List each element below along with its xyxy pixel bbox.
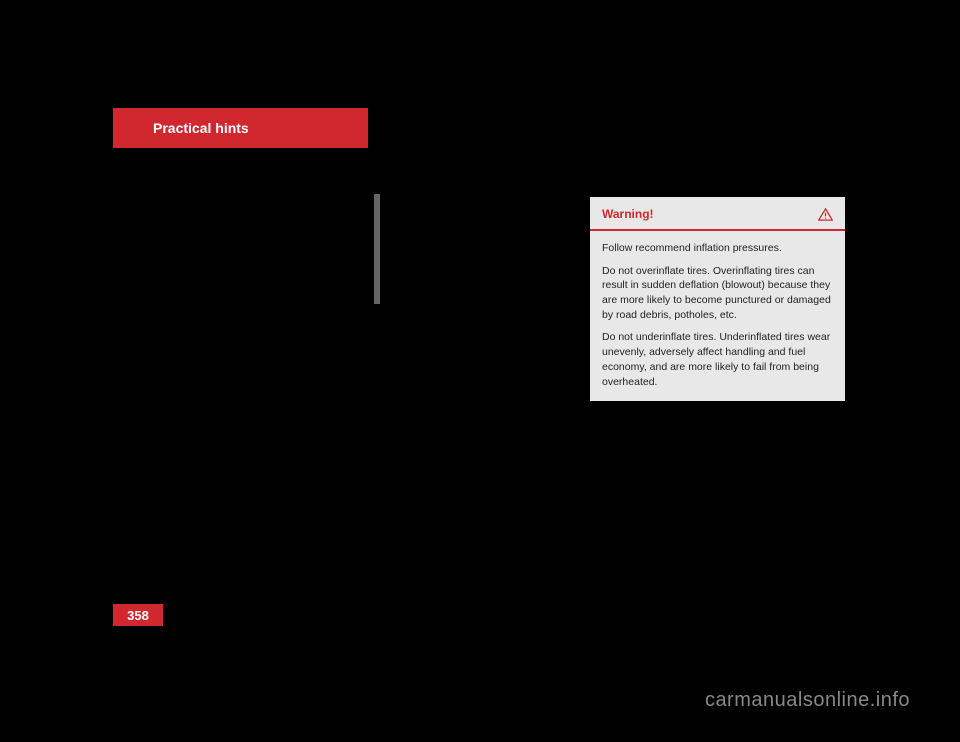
header-tab: Practical hints bbox=[113, 108, 368, 148]
header-tab-label: Practical hints bbox=[153, 120, 249, 136]
page-number-value: 358 bbox=[127, 608, 149, 623]
warning-title: Warning! bbox=[602, 207, 654, 221]
page-number: 358 bbox=[113, 604, 163, 626]
watermark: carmanualsonline.info bbox=[705, 689, 910, 712]
warning-header: Warning! bbox=[590, 197, 845, 231]
warning-paragraph: Do not underinflate tires. Underinflated… bbox=[602, 330, 833, 389]
warning-body: Follow recommend inflation pressures. Do… bbox=[590, 231, 845, 401]
content-marker-bar bbox=[374, 194, 380, 304]
warning-triangle-icon bbox=[818, 208, 833, 221]
warning-box: Warning! Follow recommend inflation pres… bbox=[590, 197, 845, 401]
warning-paragraph: Do not overinflate tires. Overinflating … bbox=[602, 264, 833, 323]
watermark-text: carmanualsonline.info bbox=[705, 689, 910, 711]
warning-paragraph: Follow recommend inflation pressures. bbox=[602, 241, 833, 256]
